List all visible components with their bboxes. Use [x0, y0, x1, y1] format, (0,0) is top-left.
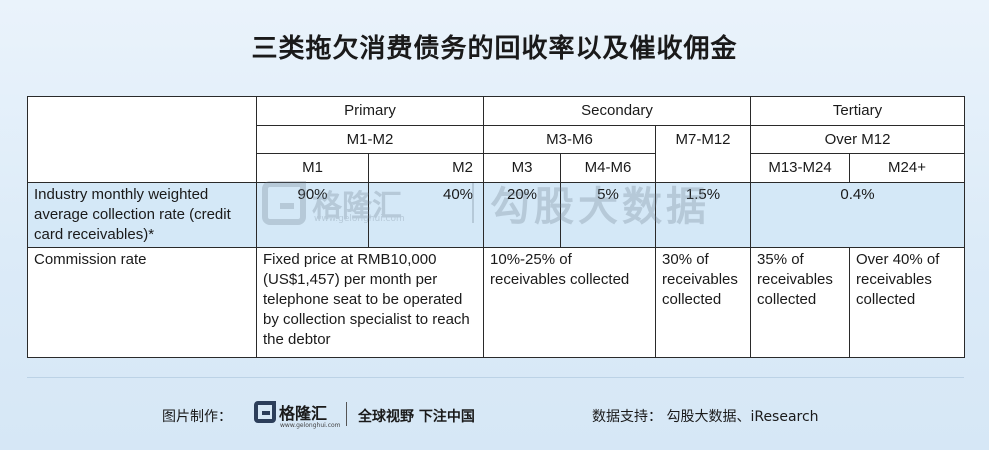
commission-m3-m6: 10%-25% of receivables collected: [483, 247, 657, 358]
commission-m13-m24: 35% of receivables collected: [750, 247, 851, 358]
footer-divider: [27, 377, 964, 378]
commission-m7-m12: 30% of receivables collected: [655, 247, 752, 358]
rate-m2: 40%: [367, 182, 485, 248]
period-header-row: M1-M2 M3-M6 M7-M12 Over M12: [27, 125, 966, 183]
data-table-container: Primary Secondary Tertiary M1-M2 M3-M6 M…: [27, 96, 966, 358]
footer-source: 数据支持： 勾股大数据、iResearch: [592, 409, 819, 425]
footer-logo-name: 格隆汇: [279, 404, 328, 423]
page-title: 三类拖欠消费债务的回收率以及催收佣金: [251, 34, 738, 64]
footer-slogan: 全球视野 下注中国: [358, 409, 475, 425]
month-m24-plus: M24+: [849, 153, 966, 183]
commission-m24-plus: Over 40% of receivables collected: [849, 247, 966, 358]
rate-over-m12: 0.4%: [750, 182, 966, 248]
tier-secondary: Secondary: [483, 96, 752, 126]
period-m7-m12: M7-M12: [655, 125, 752, 183]
tier-tertiary: Tertiary: [750, 96, 966, 126]
collection-rate-label: Industry monthly weighted average collec…: [27, 182, 257, 248]
period-m3-m6: M3-M6: [483, 125, 657, 154]
month-m3: M3: [483, 153, 562, 183]
month-m4-m6: M4-M6: [560, 153, 657, 183]
month-m13-m24: M13-M24: [750, 153, 851, 183]
commission-rate-row: Commission rate Fixed price at RMB10,000…: [27, 247, 966, 358]
corner-cell: [27, 96, 257, 183]
footer: 图片制作： 格隆汇 www.gelonghui.com 全球视野 下注中国 数据…: [0, 396, 989, 436]
footer-credit-label: 图片制作：: [162, 409, 232, 425]
collection-rate-row: Industry monthly weighted average collec…: [27, 182, 966, 248]
rate-m3: 20%: [483, 182, 562, 248]
footer-logo-url: www.gelonghui.com: [280, 422, 341, 429]
month-m2: M2: [367, 153, 485, 183]
gelonghui-logo-icon: [254, 401, 276, 423]
footer-logo: 格隆汇 www.gelonghui.com: [254, 400, 341, 429]
commission-rate-label: Commission rate: [27, 247, 257, 358]
tier-header-row: Primary Secondary Tertiary: [27, 96, 966, 183]
footer-separator: [346, 402, 347, 426]
month-m1: M1: [256, 153, 369, 183]
rate-m1: 90%: [256, 182, 369, 248]
tier-primary: Primary: [255, 96, 485, 126]
collection-table: Primary Secondary Tertiary M1-M2 M3-M6 M…: [27, 96, 966, 358]
rate-m7-m12: 1.5%: [655, 182, 752, 248]
commission-primary: Fixed price at RMB10,000 (US$1,457) per …: [255, 247, 485, 358]
period-over-m12: Over M12: [750, 125, 966, 154]
rate-m4-m6: 5%: [560, 182, 657, 248]
period-m1-m2: M1-M2: [255, 125, 485, 154]
